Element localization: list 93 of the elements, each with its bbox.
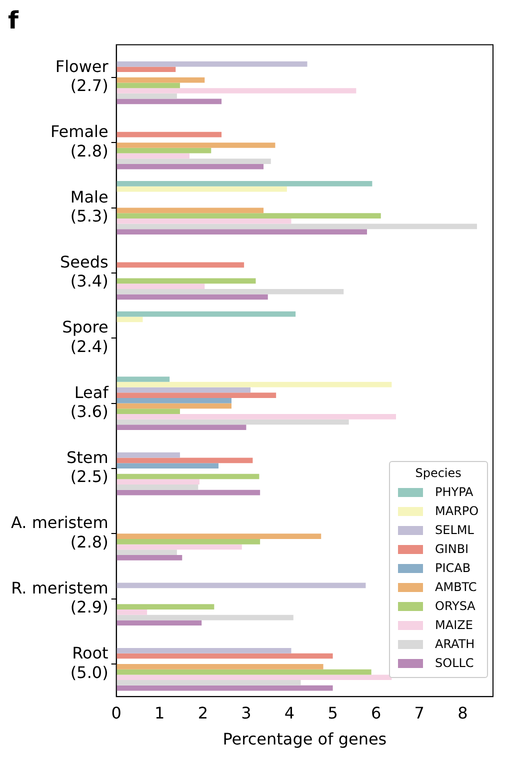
bar	[116, 674, 392, 680]
bar	[116, 392, 276, 398]
bar	[116, 538, 260, 544]
bar	[116, 316, 143, 322]
bar	[116, 582, 366, 588]
bar	[116, 93, 177, 99]
bar	[116, 213, 381, 218]
bar	[116, 186, 287, 192]
x-tick-label: 2	[198, 703, 208, 722]
bar	[116, 77, 205, 83]
y-tick-label: Female (2.8)	[50, 122, 108, 160]
bar	[116, 669, 372, 675]
bar	[116, 452, 180, 458]
bar	[116, 555, 182, 560]
x-axis-title: Percentage of genes	[222, 730, 387, 749]
bar	[116, 544, 242, 550]
bar	[116, 376, 170, 382]
bar	[116, 262, 244, 268]
bar	[116, 463, 219, 468]
y-tick-label: Stem (2.5)	[66, 448, 108, 486]
bar	[116, 132, 222, 138]
y-tick-label: R. meristem (2.9)	[11, 578, 108, 617]
bar	[116, 61, 308, 67]
legend-label: PICAB	[435, 561, 471, 576]
chart-title: f	[8, 6, 19, 35]
bar	[116, 620, 202, 626]
bar	[116, 181, 372, 186]
bar	[116, 484, 198, 490]
bar	[116, 610, 148, 615]
bar	[116, 218, 292, 224]
bar	[116, 648, 292, 654]
bar	[116, 534, 322, 539]
legend-label: AMBTC	[435, 580, 477, 594]
bar	[116, 419, 349, 425]
y-tick-label: A. meristem (2.8)	[11, 513, 108, 552]
bar	[116, 66, 176, 72]
bar	[116, 288, 344, 294]
bar	[116, 604, 214, 610]
bar	[116, 158, 271, 164]
bar	[116, 98, 222, 104]
bar	[116, 680, 301, 686]
y-tick-label: Seeds (3.4)	[60, 252, 108, 291]
legend-label: MAIZE	[435, 618, 473, 632]
bar	[116, 424, 246, 430]
legend-label: ORYSA	[435, 599, 476, 614]
bar	[116, 398, 232, 404]
bar	[116, 408, 180, 414]
bar	[116, 82, 180, 88]
legend-label: SOLLC	[435, 656, 474, 670]
bar	[116, 294, 268, 300]
legend-label: PHYPA	[435, 485, 474, 500]
bar	[116, 414, 396, 420]
bar	[116, 490, 260, 496]
bar	[116, 479, 200, 485]
bar	[116, 614, 294, 620]
x-tick-label: 8	[458, 703, 468, 722]
bar	[116, 153, 190, 159]
y-tick-label: Leaf (3.6)	[70, 382, 109, 422]
bar	[116, 653, 333, 659]
legend-label: SELML	[435, 523, 474, 538]
bar	[116, 458, 253, 464]
x-tick-label: 6	[371, 703, 382, 722]
y-tick-label: Root (5.0)	[70, 644, 108, 682]
bar	[116, 382, 392, 388]
x-tick-label: 0	[111, 703, 122, 722]
x-tick-label: 1	[154, 703, 165, 722]
legend-label: GINBI	[435, 542, 469, 556]
x-tick-label: 3	[241, 703, 252, 722]
bar	[116, 278, 256, 284]
legend-label: MARPO	[435, 504, 479, 518]
legend-title: Species	[414, 466, 462, 480]
bar	[116, 224, 477, 230]
bar	[116, 284, 205, 289]
x-tick-label: 7	[414, 703, 424, 722]
bar	[116, 550, 177, 556]
bar	[116, 229, 368, 234]
legend-label: ARATH	[435, 637, 475, 652]
bar	[116, 664, 324, 670]
y-tick-label: Flower (2.7)	[55, 56, 109, 96]
y-tick-label: Spore (2.4)	[62, 318, 108, 356]
bar	[116, 148, 212, 154]
bar	[116, 164, 264, 170]
bar	[116, 685, 333, 691]
bar	[116, 474, 260, 480]
bar	[116, 88, 356, 94]
x-tick-label: 5	[328, 703, 338, 722]
bar	[116, 311, 296, 317]
bar	[116, 142, 276, 148]
bar	[116, 208, 264, 214]
bar	[116, 387, 251, 393]
y-tick-label: Male (5.3)	[70, 187, 108, 226]
x-tick-label: 4	[284, 703, 295, 722]
bar	[116, 403, 232, 409]
